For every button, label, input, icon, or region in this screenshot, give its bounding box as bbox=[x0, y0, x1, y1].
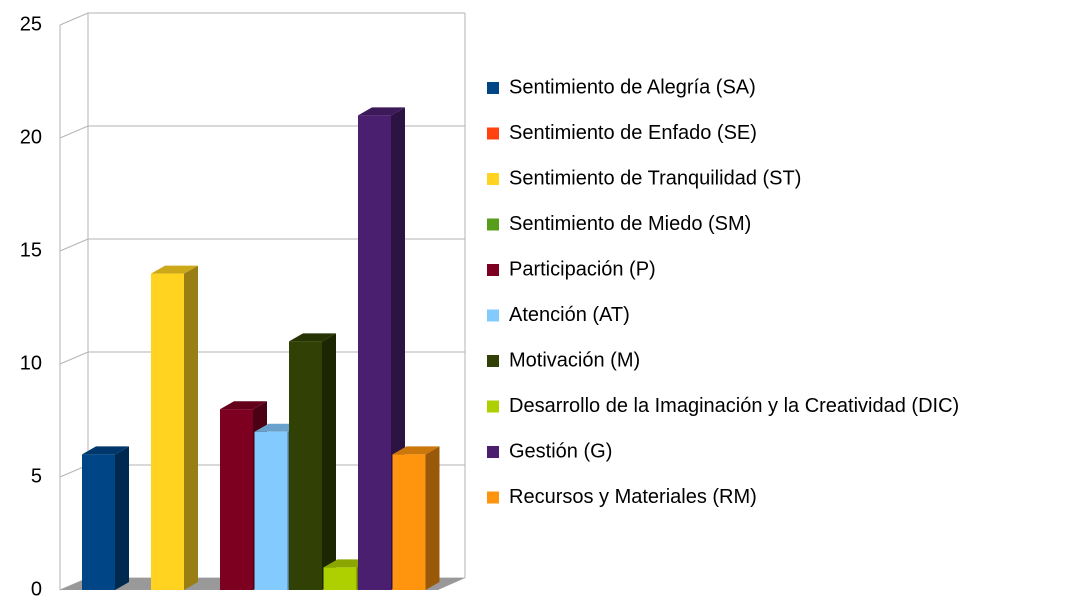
legend-swatch bbox=[487, 173, 499, 185]
y-tick-label: 10 bbox=[20, 352, 42, 374]
legend-label: Sentimiento de Enfado (SE) bbox=[509, 122, 757, 144]
grid-line bbox=[59, 12, 465, 26]
y-tick-label: 25 bbox=[20, 13, 42, 35]
bar-face bbox=[82, 454, 115, 590]
legend-swatch bbox=[487, 127, 499, 140]
legend-label: Gestión (G) bbox=[509, 440, 612, 462]
legend-label: Motivación (M) bbox=[509, 349, 640, 371]
bar-face bbox=[151, 265, 198, 274]
y-tick-label: 15 bbox=[20, 239, 42, 261]
bar-face bbox=[220, 409, 253, 590]
y-tick-label: 0 bbox=[31, 578, 42, 600]
legend-swatch bbox=[487, 400, 499, 413]
bar-face bbox=[151, 273, 184, 590]
bar-face bbox=[323, 567, 357, 590]
legend-label: Sentimiento de Miedo (SM) bbox=[509, 213, 751, 235]
legend-label: Sentimiento de Alegría (SA) bbox=[509, 76, 756, 98]
bar-face bbox=[115, 446, 129, 590]
grid-line bbox=[59, 238, 465, 252]
legend-swatch bbox=[487, 264, 499, 276]
bar-face bbox=[358, 115, 391, 591]
grid-line bbox=[59, 351, 465, 365]
y-tick-label: 20 bbox=[20, 126, 42, 148]
bar-face bbox=[392, 446, 440, 455]
bar-face bbox=[392, 454, 426, 590]
bar-face bbox=[289, 333, 336, 342]
bar-face bbox=[425, 446, 440, 590]
bar bbox=[392, 446, 440, 590]
bar-face bbox=[184, 265, 198, 590]
legend-label: Participación (P) bbox=[509, 258, 656, 280]
legend-swatch bbox=[487, 218, 499, 231]
bar-face bbox=[289, 341, 322, 590]
bar-face bbox=[220, 401, 267, 410]
bar-face bbox=[82, 446, 129, 455]
bar-face bbox=[254, 431, 288, 590]
legend-swatch bbox=[487, 82, 499, 94]
bar-face bbox=[358, 107, 405, 116]
legend-swatch bbox=[487, 355, 499, 367]
bar bbox=[82, 446, 129, 590]
y-tick-label: 5 bbox=[31, 465, 42, 487]
bar bbox=[151, 265, 198, 590]
legend-swatch bbox=[487, 491, 499, 504]
legend-swatch bbox=[487, 446, 499, 458]
bar-face bbox=[322, 333, 336, 590]
legend-label: Atención (AT) bbox=[509, 304, 630, 326]
bar bbox=[289, 333, 336, 590]
legend-label: Sentimiento de Tranquilidad (ST) bbox=[509, 167, 801, 189]
legend-label: Recursos y Materiales (RM) bbox=[509, 486, 757, 508]
legend-swatch bbox=[487, 309, 499, 322]
grid-line bbox=[59, 125, 465, 139]
legend-label: Desarrollo de la Imaginación y la Creati… bbox=[509, 395, 959, 417]
